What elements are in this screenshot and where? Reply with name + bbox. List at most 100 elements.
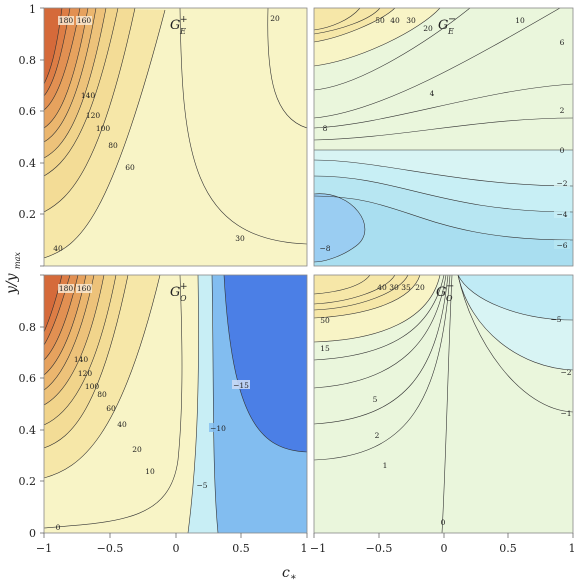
x-tick-label: −0.5	[97, 542, 124, 555]
contour-label: −10	[210, 424, 226, 433]
y-tick-label: 0.6	[19, 105, 37, 118]
x-tick-label: −1	[36, 542, 52, 555]
contour-label: 30	[406, 16, 416, 25]
contour-label: 30	[235, 234, 245, 243]
svg-text:E: E	[179, 27, 186, 36]
svg-text:∗: ∗	[290, 572, 297, 583]
x-tick-labels-left: −1 −0.5 0 0.5 1	[36, 542, 308, 555]
contour-label: 35	[401, 283, 411, 292]
svg-text:E: E	[447, 27, 454, 36]
frame-go-plus	[43, 274, 308, 534]
svg-text:y/y: y/y	[4, 272, 20, 295]
panel-ge-minus	[314, 8, 573, 266]
x-tick-label: 0.5	[232, 542, 250, 555]
contour-label: −2	[560, 368, 571, 377]
contour-label: 140	[74, 355, 89, 364]
y-axis-label: y/y max	[4, 252, 22, 295]
panel-title-ge-plus: G E +	[170, 15, 188, 36]
y-tick-label: 1	[29, 3, 36, 16]
svg-text:−: −	[448, 14, 456, 25]
panel-go-minus	[314, 275, 573, 533]
contour-label: 2	[560, 106, 565, 115]
contour-label: 15	[320, 344, 330, 353]
contour-label: 120	[78, 369, 93, 378]
contour-labels-ge-plus: 180 160 140 120 100 80 60 40 20 30	[53, 14, 280, 253]
contour-label: 160	[77, 16, 92, 25]
frame-ge-minus	[313, 7, 574, 267]
svg-text:G: G	[438, 18, 448, 33]
contour-label: 30	[389, 283, 399, 292]
panel-title-go-plus: G O +	[170, 282, 188, 303]
y-tick-label: 0.8	[19, 321, 37, 334]
contour-label: −5	[550, 315, 561, 324]
y-tick-label: 0	[29, 527, 36, 540]
contour-labels-go-plus: 180 160 140 120 100 80 60 40 20 10 0 −5 …	[56, 284, 250, 532]
contour-label: 0	[56, 523, 61, 532]
x-tick-label: 0	[173, 542, 180, 555]
contour-label: 100	[85, 382, 100, 391]
y-tick-labels-top: 0.2 0.4 0.6 0.8 1	[19, 3, 37, 221]
y-tick-label: 0.8	[19, 54, 37, 67]
contour-label: 8	[323, 124, 328, 133]
contour-label: 40	[117, 420, 127, 429]
contour-label: −1	[560, 409, 571, 418]
contour-label: 160	[77, 284, 92, 293]
y-tick-label: 0.4	[19, 157, 37, 170]
contour-label: −15	[233, 381, 249, 390]
contour-label: 40	[53, 244, 63, 253]
contour-label: 60	[125, 163, 135, 172]
contour-label: 20	[132, 445, 142, 454]
y-tick-label: 0.4	[19, 424, 37, 437]
contour-label: 60	[106, 404, 116, 413]
y-axis-top	[40, 7, 44, 267]
svg-text:max: max	[13, 252, 22, 269]
x-tick-label: 0	[441, 542, 448, 555]
contour-label: 40	[377, 283, 387, 292]
y-tick-label: 0.2	[19, 208, 37, 221]
svg-text:O: O	[446, 294, 453, 303]
y-tick-label: 0.2	[19, 475, 37, 488]
panel-title-ge-minus: G E −	[438, 14, 456, 36]
y-tick-labels-bottom: 0 0.2 0.4 0.6 0.8	[19, 321, 37, 540]
svg-text:c: c	[282, 565, 290, 581]
contour-label: 50	[320, 316, 330, 325]
x-axis-label: c ∗	[282, 565, 297, 583]
contour-label: 4	[430, 89, 435, 98]
contour-label: 0	[441, 518, 446, 527]
contour-label: 6	[560, 38, 565, 47]
x-tick-label: 1	[569, 542, 576, 555]
x-axis-right	[313, 533, 574, 538]
panel-ge-plus	[44, 8, 307, 266]
contour-label: −2	[556, 179, 567, 188]
contour-label: 100	[96, 124, 111, 133]
contour-label: 20	[270, 14, 280, 23]
x-tick-labels-right: −1 −0.5 0 0.5 1	[310, 542, 576, 555]
contour-labels-ge-minus: 50 40 30 20 10 6 4 2 8 0 −2 −4 −6 −8	[317, 16, 570, 253]
contour-labels-go-minus: 40 30 35 20 50 15 5 2 1 0 −5 −2 −1	[320, 283, 572, 527]
contour-label: −4	[556, 210, 567, 219]
panel-title-go-minus: G O −	[436, 281, 454, 303]
x-tick-label: 1	[301, 542, 308, 555]
contour-label: 80	[108, 141, 118, 150]
contour-label: 10	[145, 467, 155, 476]
x-tick-label: −0.5	[366, 542, 393, 555]
contour-label: 50	[375, 16, 385, 25]
contour-label: 10	[515, 16, 525, 25]
contour-label: 20	[415, 283, 425, 292]
contour-label: 0	[560, 146, 565, 155]
contour-label: 5	[373, 395, 378, 404]
svg-text:G: G	[436, 285, 446, 300]
svg-text:G: G	[170, 18, 180, 33]
y-tick-label: 0.6	[19, 372, 37, 385]
contour-label: 40	[390, 16, 400, 25]
svg-text:−: −	[446, 281, 454, 292]
contour-label: 140	[81, 91, 96, 100]
panel-go-plus	[44, 275, 307, 533]
frame-ge-plus	[43, 7, 308, 267]
contour-label: −5	[196, 481, 207, 490]
contour-label: −8	[319, 244, 330, 253]
contour-label: 180	[59, 16, 74, 25]
contour-label: 180	[59, 284, 74, 293]
x-axis-left	[43, 533, 308, 538]
